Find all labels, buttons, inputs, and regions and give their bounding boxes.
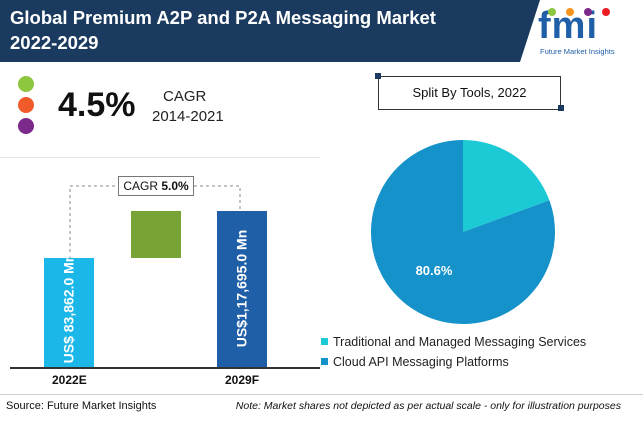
- logo-dot-icon: [602, 8, 610, 16]
- orange-dot-icon: [18, 97, 34, 113]
- legend-item-cloud-api: Cloud API Messaging Platforms: [321, 355, 509, 369]
- x-axis: [10, 367, 320, 369]
- source-text: Source: Future Market Insights: [6, 400, 157, 412]
- cagr-annotation: CAGR 5.0%: [118, 176, 194, 196]
- fmi-logo: fmi Future Market Insights: [538, 4, 638, 60]
- logo-tagline: Future Market Insights: [540, 47, 615, 56]
- legend-item-traditional: Traditional and Managed Messaging Servic…: [321, 335, 586, 349]
- pie-slice-traditional: [463, 140, 550, 232]
- corner-marker: [375, 73, 381, 79]
- logo-dot-icon: [566, 8, 574, 16]
- bar-increment: [131, 211, 181, 258]
- corner-marker: [558, 105, 564, 111]
- legend-swatch-icon: [321, 358, 328, 366]
- header: Global Premium A2P and P2A Messaging Mar…: [0, 0, 643, 62]
- divider: [0, 157, 320, 158]
- page-title: Global Premium A2P and P2A Messaging Mar…: [10, 5, 510, 55]
- pie-title: Split By Tools, 2022: [412, 85, 527, 100]
- x-tick-2029: 2029F: [225, 373, 260, 387]
- pie-slice-cloud-api: [370, 139, 555, 324]
- logo-dot-icon: [548, 8, 556, 16]
- cagr-period: 2014-2021: [152, 108, 224, 125]
- cagr-annotation-prefix: CAGR: [123, 179, 158, 193]
- pie-title-box: Split By Tools, 2022: [378, 76, 561, 110]
- green-dot-icon: [18, 76, 34, 92]
- title-band: Global Premium A2P and P2A Messaging Mar…: [0, 0, 540, 62]
- cagr-label: CAGR: [163, 88, 207, 105]
- legend-label: Traditional and Managed Messaging Servic…: [333, 335, 587, 349]
- pie-data-label: 80.6%: [416, 263, 453, 278]
- x-tick-2022: 2022E: [52, 373, 87, 387]
- logo-dot-icon: [584, 8, 592, 16]
- purple-dot-icon: [18, 118, 34, 134]
- title-line-1: Global Premium A2P and P2A Messaging Mar…: [10, 7, 436, 28]
- title-line-2: 2022-2029: [10, 32, 99, 53]
- bar-2029: [217, 211, 267, 367]
- cagr-value: 4.5%: [58, 86, 136, 124]
- legend-label: Cloud API Messaging Platforms: [333, 355, 509, 369]
- footer: Source: Future Market Insights Note: Mar…: [0, 394, 643, 422]
- cagr-annotation-value: 5.0%: [161, 179, 189, 193]
- bar-2022: [44, 258, 94, 367]
- legend-swatch-icon: [321, 338, 328, 346]
- note-text: Note: Market shares not depicted as per …: [235, 400, 621, 412]
